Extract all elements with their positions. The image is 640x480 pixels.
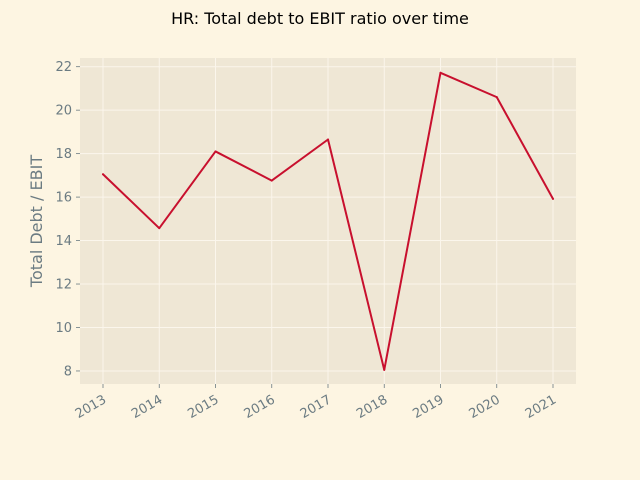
series-layer: [102, 71, 554, 371]
chart-title: HR: Total debt to EBIT ratio over time: [171, 9, 469, 28]
data-point: [158, 227, 161, 230]
y-axis-label: Total Debt / EBIT: [27, 155, 46, 288]
data-point: [439, 71, 442, 74]
y-tick-label: 22: [55, 60, 72, 75]
data-point: [552, 197, 554, 200]
y-tick-label: 12: [55, 278, 72, 293]
y-tick-label: 14: [55, 234, 72, 249]
y-tick-label: 18: [55, 147, 72, 162]
data-point: [102, 173, 104, 176]
data-point: [327, 138, 329, 141]
y-axis-ticks: 8 10 12 14 16 18 20 22: [55, 60, 80, 379]
y-tick-label: 10: [55, 321, 72, 336]
y-tick-label: 20: [55, 104, 72, 119]
data-point: [270, 179, 273, 182]
data-point: [383, 368, 386, 371]
grid-lines: [80, 58, 576, 384]
y-tick-label: 8: [64, 364, 72, 379]
y-tick-label: 16: [55, 191, 72, 206]
data-point: [214, 150, 217, 153]
data-point: [495, 96, 498, 99]
